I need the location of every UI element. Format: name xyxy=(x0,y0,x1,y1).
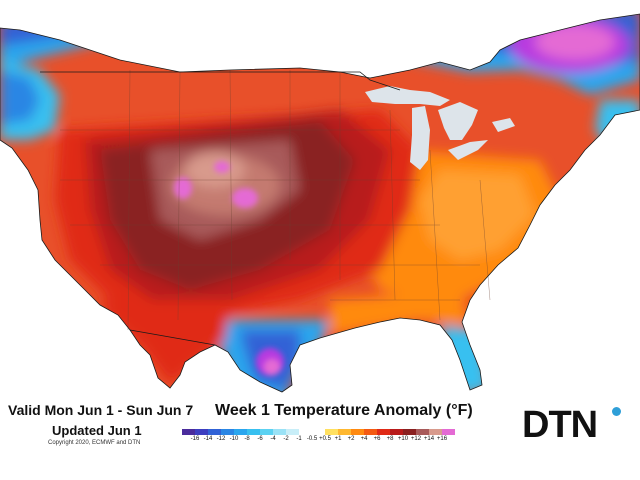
legend-tick-label: -16 xyxy=(190,436,200,442)
legend-swatch xyxy=(247,429,260,435)
legend-swatch xyxy=(377,429,390,435)
valid-range-text: Valid Mon Jun 1 - Sun Jun 7 xyxy=(8,402,194,418)
legend-swatch xyxy=(234,429,247,435)
legend-swatch xyxy=(442,429,455,435)
legend-swatch xyxy=(221,429,234,435)
us-canada-border xyxy=(40,71,401,91)
legend-tick-label: -10 xyxy=(229,436,239,442)
state-lines xyxy=(60,69,491,331)
legend-swatch xyxy=(208,429,221,435)
legend-tick-label: -1 xyxy=(296,436,302,442)
legend-swatch xyxy=(416,429,429,435)
legend-swatch xyxy=(182,429,195,435)
copyright-text: Copyright 2020, ECMWF and DTN xyxy=(48,440,141,446)
legend-tick-label: +4 xyxy=(360,436,368,442)
great-lakes xyxy=(365,86,515,170)
anomaly-map-svg xyxy=(0,13,640,393)
legend-tick-label: -14 xyxy=(203,436,213,442)
legend-swatch xyxy=(286,429,299,435)
legend-tick-label: -0.5 xyxy=(306,436,318,442)
dtn-logo-dot xyxy=(612,407,621,416)
legend-swatch xyxy=(325,429,338,435)
legend-tick-label: -8 xyxy=(244,436,250,442)
legend-tick-label: +2 xyxy=(347,436,355,442)
legend-swatch xyxy=(312,429,325,435)
legend-swatch xyxy=(260,429,273,435)
legend-tick-label: +16 xyxy=(436,436,448,442)
legend-tick-label: +8 xyxy=(386,436,394,442)
legend-tick-label: -4 xyxy=(270,436,276,442)
map-footer xyxy=(0,400,640,480)
legend-tick-label: +10 xyxy=(397,436,409,442)
legend-swatch xyxy=(390,429,403,435)
dtn-logo: DTN xyxy=(522,404,598,446)
updated-text: Updated Jun 1 xyxy=(52,423,142,438)
legend-swatch xyxy=(403,429,416,435)
legend-tick-label: +1 xyxy=(334,436,342,442)
anomaly-map xyxy=(0,13,640,393)
legend-swatch xyxy=(338,429,351,435)
legend-tick-label: -6 xyxy=(257,436,263,442)
legend-swatch xyxy=(351,429,364,435)
legend-tick-label: +14 xyxy=(423,436,435,442)
legend-tick-label: +12 xyxy=(410,436,422,442)
us-mexico-border xyxy=(129,329,216,346)
coastline-border xyxy=(0,13,640,393)
legend-swatch xyxy=(299,429,312,435)
legend-tick-label: -12 xyxy=(216,436,226,442)
legend-swatch xyxy=(364,429,377,435)
legend-tick-label: +6 xyxy=(373,436,381,442)
legend-tick-label: +0.5 xyxy=(319,436,331,442)
legend-swatch xyxy=(195,429,208,435)
legend-tick-label: -2 xyxy=(283,436,289,442)
map-title: Week 1 Temperature Anomaly (°F) xyxy=(215,402,473,419)
legend-swatch xyxy=(273,429,286,435)
legend-swatch xyxy=(429,429,442,435)
